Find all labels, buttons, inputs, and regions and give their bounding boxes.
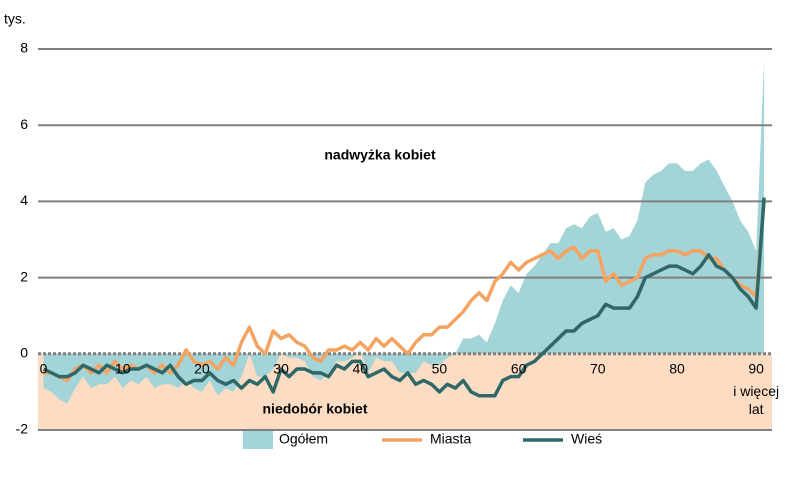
x-tick-label: 30 (273, 361, 289, 377)
x-last-label: i więcej lat (733, 383, 779, 417)
x-tick-label: 90 (748, 361, 764, 377)
x-tick-label: 80 (669, 361, 685, 377)
x-tick-label: 20 (194, 361, 210, 377)
legend-swatch (243, 431, 273, 449)
unit-label: tys. (4, 11, 26, 27)
x-tick-label: 0 (40, 361, 48, 377)
y-tick-label: 8 (20, 40, 28, 56)
y-tick-label: 0 (20, 345, 28, 361)
legend-label: Miasta (430, 431, 471, 447)
x-tick-label: 50 (432, 361, 448, 377)
line (42, 197, 766, 398)
x-tick-label: 40 (352, 361, 368, 377)
y-tick-label: -2 (16, 421, 29, 437)
legend-label: Ogółem (279, 431, 328, 447)
x-tick-label: 10 (115, 361, 131, 377)
annotation: niedobór kobiet (263, 401, 368, 417)
y-tick-label: 4 (20, 192, 28, 208)
area (43, 60, 765, 404)
line (43, 201, 766, 383)
x-tick-label: 70 (590, 361, 606, 377)
annotation: nadwyżka kobiet (324, 147, 436, 163)
y-tick-label: 2 (20, 268, 28, 284)
legend-label: Wieś (571, 431, 602, 447)
x-tick-label: 60 (511, 361, 527, 377)
y-tick-label: 6 (20, 116, 28, 132)
